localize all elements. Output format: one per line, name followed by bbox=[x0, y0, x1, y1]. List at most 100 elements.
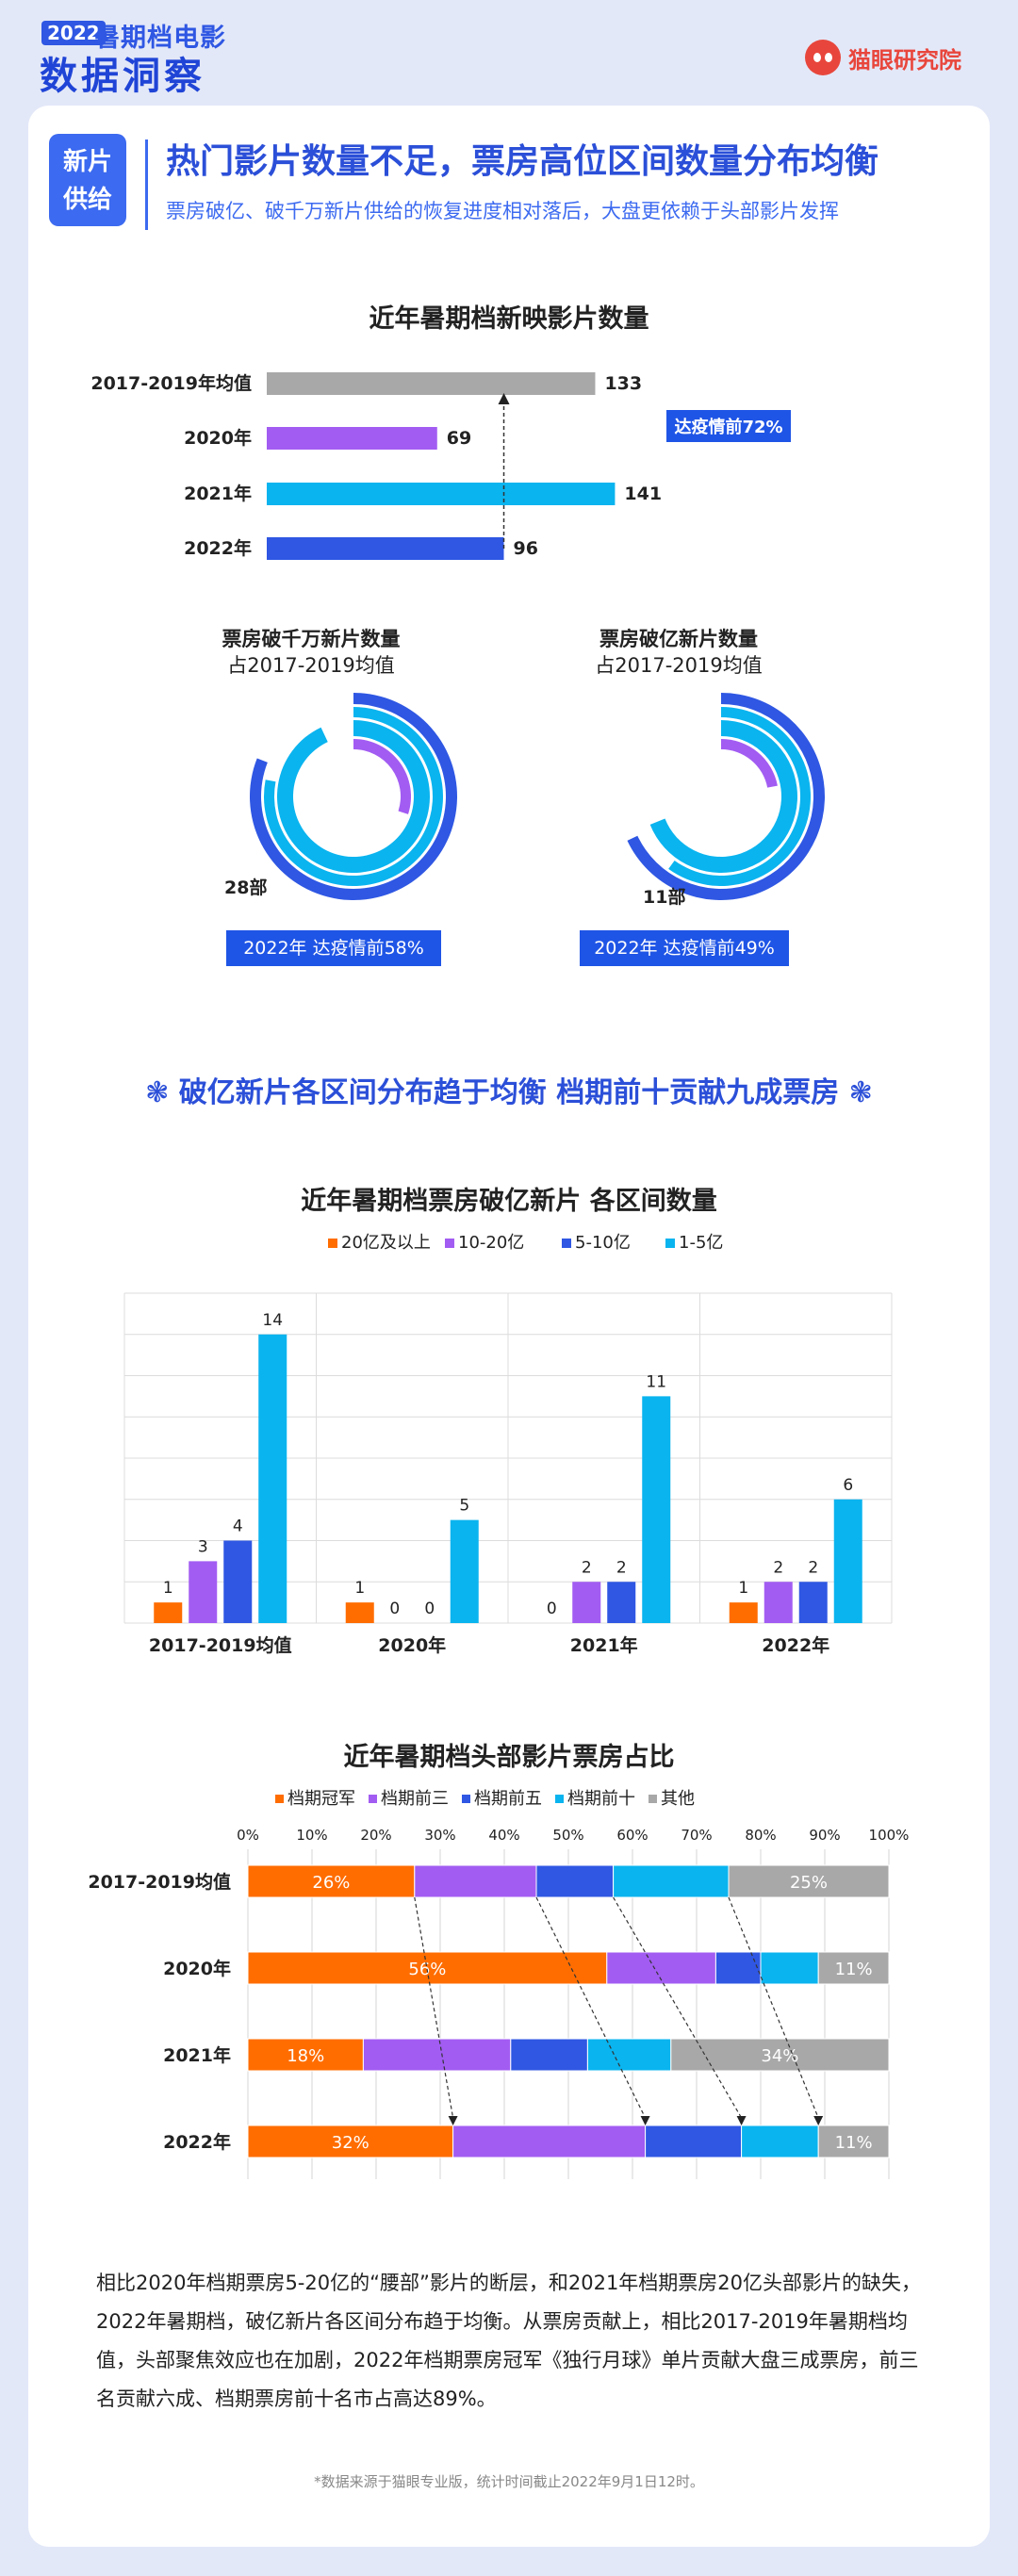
stacked-segment bbox=[586, 2038, 672, 2072]
connector-arrow-icon bbox=[813, 2116, 824, 2125]
bar bbox=[833, 1499, 862, 1623]
stacked-segment bbox=[606, 1951, 716, 1985]
legend-swatch bbox=[462, 1795, 470, 1803]
section-tag-line1: 新片 bbox=[62, 148, 112, 176]
legend-swatch bbox=[555, 1795, 564, 1803]
legend-label: 档期前三 bbox=[381, 1789, 449, 1809]
x-tick-label: 40% bbox=[488, 1827, 519, 1844]
donut2-value-label: 11部 bbox=[643, 887, 686, 908]
donut1-value-label: 28部 bbox=[224, 878, 268, 898]
section-title: 热门影片数量不足，票房高位区间数量分布均衡 bbox=[166, 142, 879, 181]
donut-ring bbox=[721, 739, 778, 788]
bar-value-label: 6 bbox=[843, 1476, 853, 1495]
donut2-badge: 2022年 达疫情前49% bbox=[580, 930, 789, 966]
donut1-subtitle: 占2017-2019均值 bbox=[227, 654, 395, 677]
section-divider-line bbox=[145, 139, 148, 230]
snowflake-icon: ❃ bbox=[839, 1076, 873, 1109]
header-subtitle: 暑期档电影 bbox=[94, 24, 226, 53]
legend-label: 20亿及以上 bbox=[341, 1233, 431, 1253]
legend-label: 10-20亿 bbox=[458, 1233, 524, 1253]
segment-label: 11% bbox=[835, 1960, 873, 1979]
stacked-segment bbox=[414, 1864, 537, 1898]
legend-swatch bbox=[445, 1239, 454, 1248]
x-tick-label: 90% bbox=[809, 1827, 840, 1844]
bar-value-label: 96 bbox=[514, 538, 538, 559]
connector-arrow-icon bbox=[640, 2116, 650, 2125]
top-films-share-stacked-chart: 档期冠军 档期前三 档期前五 档期前十 其他 0% 10% 20% 30% 40% 50% 60% 70… bbox=[88, 1789, 909, 2179]
legend-label: 档期冠军 bbox=[287, 1789, 355, 1809]
section-subtitle: 票房破亿、破千万新片供给的恢复进度相对落后，大盘更依赖于头部影片发挥 bbox=[166, 200, 839, 222]
bar bbox=[267, 427, 437, 450]
stacked-segment bbox=[247, 1951, 608, 1985]
bar bbox=[729, 1602, 758, 1623]
bar-value-label: 3 bbox=[198, 1537, 208, 1556]
legend-swatch bbox=[328, 1239, 337, 1248]
stacked-segment bbox=[817, 1951, 890, 1985]
y-category-label: 2020年 bbox=[163, 1958, 231, 1979]
stacked-segment bbox=[670, 2038, 890, 2072]
annotation-arrow-icon bbox=[498, 393, 510, 404]
divider-headline: ❃ 破亿新片各区间分布趋于均衡 档期前十贡献九成票房 ❃ bbox=[28, 1069, 990, 1110]
section-tag-line2: 供给 bbox=[62, 186, 112, 214]
stacked-segment bbox=[760, 1951, 819, 1985]
bar bbox=[258, 1334, 287, 1623]
stacked-segment bbox=[535, 1864, 615, 1898]
bar-value-label: 4 bbox=[233, 1518, 243, 1536]
x-tick-label: 2021年 bbox=[570, 1634, 638, 1656]
donut1-badge: 2022年 达疫情前58% bbox=[226, 930, 441, 966]
x-tick-label: 20% bbox=[360, 1827, 391, 1844]
footnote: *数据来源于猫眼专业版，统计时间截止2022年9月1日12时。 bbox=[314, 2473, 704, 2490]
bar-value-label: 1 bbox=[738, 1579, 748, 1598]
donut-ring bbox=[353, 739, 411, 814]
x-tick-label: 10% bbox=[296, 1827, 327, 1844]
stacked-segment bbox=[452, 2125, 647, 2158]
x-tick-label: 80% bbox=[745, 1827, 776, 1844]
donut2-chart bbox=[627, 693, 825, 900]
header-title: 数据洞察 bbox=[40, 55, 205, 98]
donut2-title: 票房破亿新片数量 bbox=[599, 628, 758, 650]
x-tick-label: 0% bbox=[237, 1827, 259, 1844]
bar-value-label: 2 bbox=[808, 1558, 818, 1577]
legend-swatch bbox=[649, 1795, 657, 1803]
x-tick-label: 70% bbox=[681, 1827, 712, 1844]
annotation-text: 达疫情前72% bbox=[674, 417, 782, 437]
segment-label: 18% bbox=[287, 2046, 324, 2066]
connector-line bbox=[414, 1896, 454, 2119]
segment-label: 26% bbox=[312, 1873, 350, 1893]
snowflake-icon: ❃ bbox=[145, 1076, 179, 1109]
stacked-segment bbox=[247, 2125, 454, 2158]
stacked-segment bbox=[728, 1864, 890, 1898]
connector-arrow-icon bbox=[736, 2116, 747, 2125]
legend-label: 5-10亿 bbox=[575, 1233, 631, 1253]
donut1-chart bbox=[250, 693, 457, 900]
bar bbox=[642, 1396, 671, 1623]
bar bbox=[607, 1582, 636, 1623]
bar-value-label: 0 bbox=[424, 1600, 435, 1618]
stacked-segment bbox=[247, 1864, 416, 1898]
stacked-segment bbox=[362, 2038, 512, 2072]
bar bbox=[267, 537, 504, 560]
segment-label: 25% bbox=[790, 1873, 828, 1893]
x-tick-label: 50% bbox=[552, 1827, 583, 1844]
connector-line bbox=[728, 1896, 819, 2119]
donut-ring bbox=[668, 707, 811, 886]
bar bbox=[154, 1602, 183, 1623]
bar-value-label: 0 bbox=[389, 1600, 400, 1618]
y-category-label: 2022年 bbox=[163, 2131, 231, 2153]
stacked-segment bbox=[510, 2038, 588, 2072]
legend-label: 其他 bbox=[661, 1789, 695, 1809]
brand-name: 猫眼研究院 bbox=[848, 46, 961, 74]
brand-logo: 猫眼研究院 bbox=[805, 40, 961, 75]
bar-value-label: 1 bbox=[163, 1579, 173, 1598]
cat-eye-icon bbox=[805, 40, 841, 75]
summary-paragraph: 相比2020年档期票房5-20亿的“腰部”影片的断层，和2021年档期票房20亿… bbox=[96, 2272, 922, 2410]
bar-value-label: 133 bbox=[604, 373, 642, 394]
stacked-segment bbox=[645, 2125, 743, 2158]
bar bbox=[345, 1602, 374, 1623]
page-header: 2022 暑期档电影 数据洞察 猫眼研究院 bbox=[0, 0, 1018, 104]
connector-arrow-icon bbox=[448, 2116, 458, 2125]
chart4-title: 近年暑期档票房破亿新片 各区间数量 bbox=[301, 1187, 717, 1216]
legend-swatch bbox=[275, 1795, 284, 1803]
chart5-title: 近年暑期档头部影片票房占比 bbox=[343, 1743, 675, 1772]
chart1-title: 近年暑期档新映影片数量 bbox=[369, 304, 649, 334]
